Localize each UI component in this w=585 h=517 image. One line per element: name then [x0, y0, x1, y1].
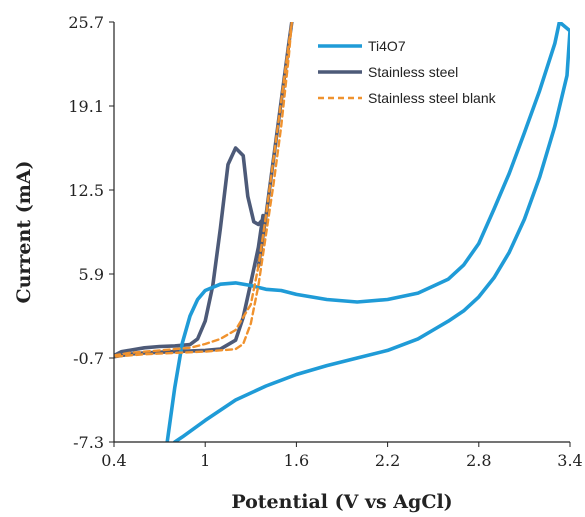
legend-label: Ti4O7 — [368, 38, 406, 54]
legend-label: Stainless steel blank — [368, 90, 497, 106]
y-tick-label: 5.9 — [79, 265, 104, 284]
y-tick-label: 12.5 — [68, 181, 104, 200]
legend: Ti4O7 Stainless steel Stainless steel blan… — [318, 38, 497, 106]
x-tick-label: 3.4 — [557, 451, 582, 470]
x-axis-title: Potential (V vs AgCl) — [231, 491, 452, 513]
x-tick-label: 0.4 — [101, 451, 126, 470]
y-tick-label: 25.7 — [68, 13, 104, 32]
x-tick-label: 1 — [200, 451, 210, 470]
series-line-stainless-steel-blank — [114, 22, 293, 358]
x-tick-label: 1.6 — [284, 451, 309, 470]
legend-label: Stainless steel — [368, 64, 458, 80]
plot-area — [114, 22, 570, 442]
axes-layer — [113, 22, 570, 443]
y-axis-title: Current (mA) — [13, 160, 35, 303]
series-line-stainless-steel — [114, 146, 265, 359]
x-tick-label: 2.8 — [466, 451, 491, 470]
ticks-layer: 0.4 1 1.6 2.2 2.8 3.4 -7.3 -0.7 5.9 12.5 19.1 25.7 — [68, 13, 582, 470]
series-line-ti4o7 — [165, 22, 570, 442]
y-tick-label: -0.7 — [73, 349, 104, 368]
series-layer — [114, 22, 570, 442]
x-tick-label: 2.2 — [375, 451, 400, 470]
y-tick-label: -7.3 — [73, 433, 104, 452]
y-tick-label: 19.1 — [68, 97, 104, 116]
